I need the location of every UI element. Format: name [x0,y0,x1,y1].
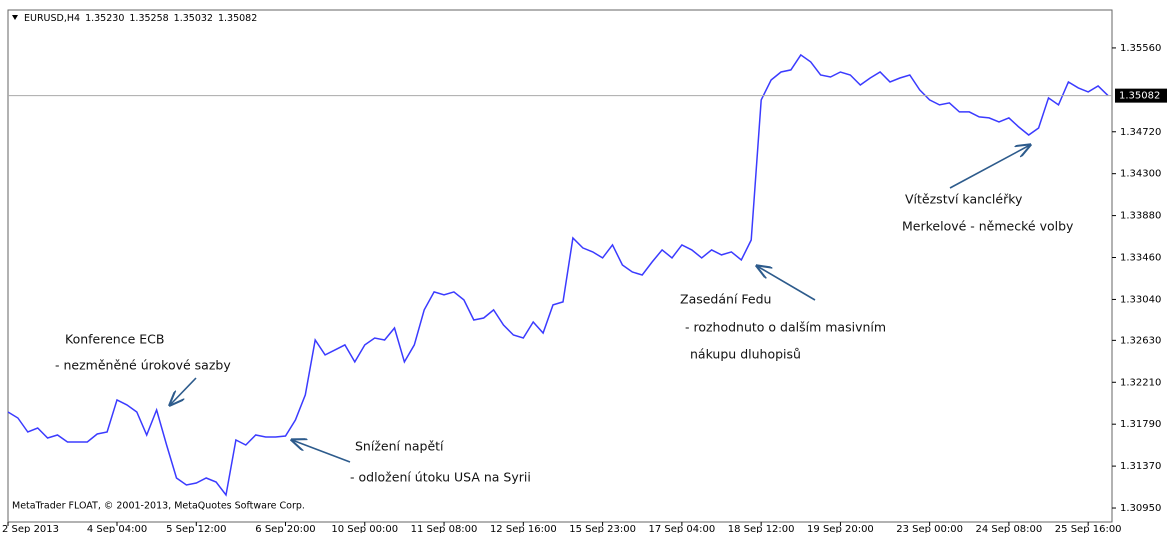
annotation-text: - nezměněné úrokové sazby [55,358,231,373]
y-tick-label: 1.34300 [1120,169,1161,180]
x-tick-label: 17 Sep 04:00 [648,524,715,533]
y-tick-label: 1.34720 [1120,127,1161,138]
current-price-label: 1.35082 [1119,91,1160,102]
y-tick-label: 1.32630 [1120,335,1161,346]
y-tick-label: 1.33040 [1120,294,1161,305]
annotation-arrow [757,266,816,301]
header-triangle [12,15,18,20]
annotation-text: nákupu dluhopisů [690,347,801,362]
current-price-box [1115,88,1167,103]
x-tick-label: 15 Sep 23:00 [569,524,636,533]
y-tick-label: 1.33460 [1120,253,1161,264]
x-tick-label: 5 Sep 12:00 [166,524,226,533]
x-tick-label: 10 Sep 00:00 [331,524,398,533]
x-tick-label: 4 Sep 04:00 [87,524,147,533]
annotation-arrow [949,145,1030,189]
annotation-arrow [170,377,197,405]
chart-header: EURUSD,H4 1.35230 1.35258 1.35032 1.35082 [24,13,257,24]
annotation-text: - rozhodnuto o dalším masivním [685,320,886,335]
x-tick-label: 23 Sep 00:00 [896,524,963,533]
x-tick-label: 2 Sep 2013 [2,524,59,533]
annotation-text: Konference ECB [65,332,164,347]
footer: MetaTrader FLOAT, © 2001-2013, MetaQuote… [12,501,305,512]
annotation-text: Vítězství kancléřky [905,192,1023,207]
ohlc-value: 1.35032 [174,13,213,24]
price-line [7,53,1109,497]
annotation-text: Snížení napětí [355,439,444,454]
symbol: EURUSD,H4 [24,13,80,24]
y-tick-label: 1.30950 [1120,503,1161,514]
y-tick-label: 1.31790 [1120,419,1161,430]
y-tick-label: 1.31370 [1120,461,1161,472]
annotation-arrow [292,440,351,463]
x-tick-label: 6 Sep 20:00 [255,524,315,533]
annotation-text: Merkelové - německé volby [902,219,1074,234]
x-tick-label: 25 Sep 16:00 [1055,524,1122,533]
ohlc-value: 1.35082 [218,13,257,24]
annotation-text: - odložení útoku USA na Syrii [350,470,531,485]
ohlc-value: 1.35230 [85,13,124,24]
x-tick-label: 11 Sep 08:00 [411,524,478,533]
plot-frame [7,9,1113,523]
y-tick-label: 1.32210 [1120,377,1161,388]
x-tick-label: 12 Sep 16:00 [490,524,557,533]
y-tick-label: 1.33880 [1120,211,1161,222]
y-tick-label: 1.35560 [1120,43,1161,54]
x-tick-label: 18 Sep 12:00 [728,524,795,533]
x-tick-label: 19 Sep 20:00 [807,524,874,533]
annotation-text: Zasedání Fedu [680,292,771,307]
ohlc-value: 1.35258 [129,13,168,24]
x-tick-label: 24 Sep 08:00 [976,524,1043,533]
